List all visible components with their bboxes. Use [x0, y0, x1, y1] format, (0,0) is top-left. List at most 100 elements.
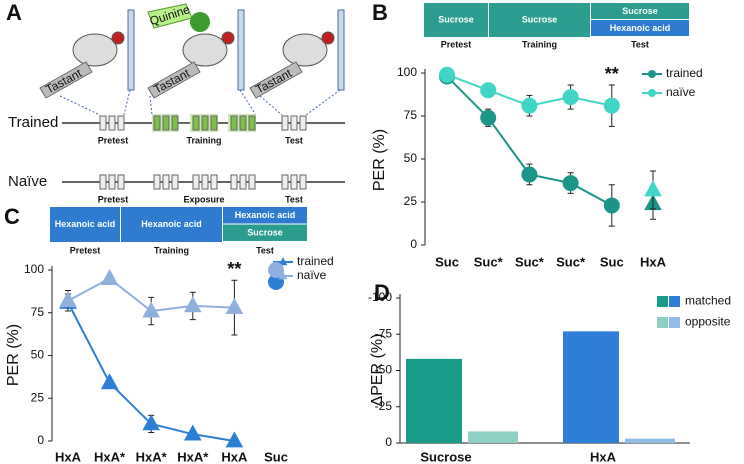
stage-label: Test: [285, 194, 303, 204]
x-tick-label: Suc: [264, 449, 288, 464]
y-axis-label: PER (%): [5, 324, 22, 386]
protocol-stimulus: Sucrose: [622, 6, 658, 16]
quinine-ball: [190, 12, 210, 32]
panel-letter: C: [4, 204, 20, 229]
row-label: Trained: [8, 114, 58, 131]
x-tick-label: Suc*: [515, 254, 545, 269]
y-tick-label: -50: [375, 363, 393, 377]
y-tick-label: -25: [375, 399, 393, 413]
protocol-box: [489, 3, 590, 37]
legend-label: naïve: [297, 268, 327, 282]
legend-swatch: [657, 296, 668, 307]
trial-blocks: [99, 114, 307, 132]
legend-label: naïve: [666, 85, 696, 99]
marker: [562, 175, 579, 192]
marker: [480, 109, 497, 126]
legend-label: opposite: [685, 315, 731, 329]
trial-blocks: [99, 174, 307, 190]
x-tick-label: Suc*: [474, 254, 504, 269]
protocol-stage: Training: [154, 245, 189, 255]
y-tick-label: 50: [31, 348, 45, 362]
marker: [648, 70, 656, 78]
protocol-stimulus: Hexanoic acid: [235, 210, 296, 220]
protocol-box: [223, 224, 307, 241]
x-tick-label: HxA*: [177, 449, 209, 464]
marker: [603, 197, 620, 214]
protocol-box: [591, 3, 689, 19]
bar: [625, 438, 675, 443]
marker: [184, 296, 202, 313]
stage-label: Exposure: [183, 194, 224, 204]
y-tick-label: 75: [31, 305, 45, 319]
y-tick-label: 0: [410, 237, 417, 251]
y-tick-label: 50: [404, 151, 418, 165]
marker: [439, 66, 455, 83]
marker: [648, 89, 656, 97]
x-tick-label: Suc*: [556, 254, 586, 269]
marker: [225, 431, 244, 448]
marker: [278, 271, 288, 280]
x-tick-label: Suc: [435, 254, 459, 269]
marker: [644, 180, 662, 197]
y-axis-label: PER (%): [371, 129, 388, 191]
marker: [278, 257, 288, 266]
marker: [521, 166, 538, 183]
protocol-box: [50, 207, 120, 242]
bar: [406, 358, 462, 443]
legend-label: trained: [666, 66, 703, 80]
protocol-stimulus: Hexanoic acid: [55, 219, 116, 229]
marker: [562, 89, 579, 106]
protocol-box: [591, 20, 689, 36]
protocol-stage: Pretest: [441, 39, 472, 49]
legend-swatch: [669, 317, 680, 328]
slide: [127, 9, 135, 91]
protocol-stimulus: Hexanoic acid: [610, 23, 671, 33]
y-axis-label: ΔPER (%): [369, 334, 386, 407]
y-tick-label: 0: [385, 435, 392, 449]
marker: [225, 298, 244, 315]
marker: [59, 291, 77, 308]
tastant-stick: [39, 61, 303, 99]
legend-label: trained: [297, 254, 334, 268]
protocol-stage: Test: [631, 39, 649, 49]
y-tick-label: 0: [37, 433, 44, 447]
bar: [468, 431, 518, 443]
marker: [268, 262, 284, 278]
marker: [521, 97, 538, 114]
x-tick-label: HxA*: [94, 449, 126, 464]
y-tick-label: 75: [404, 108, 418, 122]
y-tick-label: -100: [368, 290, 392, 304]
y-tick-label: -75: [375, 326, 393, 340]
stage-label: Training: [186, 135, 221, 145]
tastant-label: Tastant: [253, 66, 294, 97]
legend-swatch: [669, 296, 680, 307]
stage-label: Pretest: [98, 135, 129, 145]
slide: [337, 9, 345, 91]
marker: [100, 268, 119, 285]
x-tick-label: HxA: [55, 449, 82, 464]
y-tick-label: 25: [31, 390, 45, 404]
x-tick-label: HxA: [221, 449, 248, 464]
panel-letter: B: [372, 0, 388, 25]
protocol-stage: Training: [522, 39, 557, 49]
stage-label: Pretest: [98, 194, 129, 204]
x-tick-label: HxA*: [136, 449, 168, 464]
protocol-stimulus: Sucrose: [247, 228, 283, 238]
marker: [603, 97, 620, 114]
annotation: **: [605, 64, 619, 84]
protocol-stimulus: Sucrose: [522, 14, 558, 24]
protocol-stage: Test: [256, 245, 274, 255]
x-tick-label: HxA: [590, 449, 617, 464]
protocol-stimulus: Sucrose: [438, 14, 474, 24]
x-tick-label: Sucrose: [420, 449, 471, 464]
slide: [237, 9, 245, 91]
legend-swatch: [657, 317, 668, 328]
fly: [72, 31, 335, 67]
marker: [142, 301, 160, 318]
y-tick-label: 100: [397, 65, 417, 79]
tastant-label: Tastant: [43, 66, 84, 97]
protocol-stimulus: Hexanoic acid: [141, 219, 202, 229]
legend-label: matched: [685, 294, 731, 308]
marker: [100, 373, 119, 390]
protocol-box: [424, 3, 488, 37]
